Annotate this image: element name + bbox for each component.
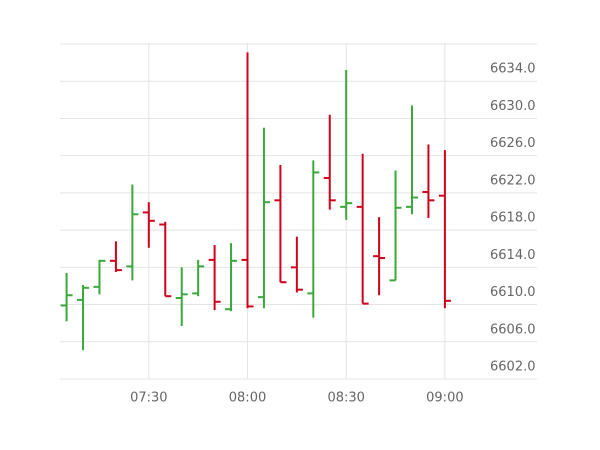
- ohlc-bar: [257, 127, 270, 309]
- ohlc-bar: [373, 217, 386, 296]
- ohlc-bar: [77, 285, 90, 351]
- y-tick-label: 6610.0: [490, 285, 536, 300]
- ohlc-bar: [356, 153, 369, 305]
- y-tick-label: 6614.0: [490, 248, 536, 263]
- ohlc-bar: [142, 202, 155, 248]
- ohlc-bar: [60, 272, 73, 322]
- x-tick-label: 08:00: [229, 391, 266, 406]
- ohlc-bar: [307, 160, 320, 318]
- x-tick-label: 09:00: [426, 391, 463, 406]
- x-tick-label: 07:30: [130, 391, 167, 406]
- ohlc-bar: [126, 184, 139, 281]
- ohlc-bar: [389, 170, 402, 282]
- ohlc-bar: [422, 144, 435, 219]
- ohlc-bar: [405, 105, 418, 215]
- ohlc-bar: [274, 164, 287, 284]
- y-tick-label: 6622.0: [490, 173, 536, 188]
- y-tick-label: 6602.0: [490, 360, 536, 375]
- y-tick-label: 6634.0: [490, 62, 536, 77]
- ohlc-bar: [93, 259, 106, 295]
- ohlc-bar: [109, 241, 122, 272]
- ohlc-bar: [290, 236, 303, 293]
- ohlc-bar: [175, 267, 188, 326]
- y-tick-label: 6606.0: [490, 322, 536, 337]
- ohlc-bar: [340, 70, 353, 220]
- x-tick-label: 08:30: [327, 391, 364, 406]
- ohlc-bar: [225, 243, 238, 312]
- ohlc-bar: [192, 259, 205, 297]
- ohlc-bar: [208, 245, 221, 311]
- ohlc-bar: [438, 150, 451, 309]
- ohlc-bar: [323, 114, 336, 210]
- y-tick-label: 6626.0: [490, 136, 536, 151]
- ohlc-bar: [159, 221, 172, 298]
- y-tick-label: 6618.0: [490, 211, 536, 226]
- y-tick-label: 6630.0: [490, 99, 536, 114]
- ohlc-bar: [241, 52, 254, 309]
